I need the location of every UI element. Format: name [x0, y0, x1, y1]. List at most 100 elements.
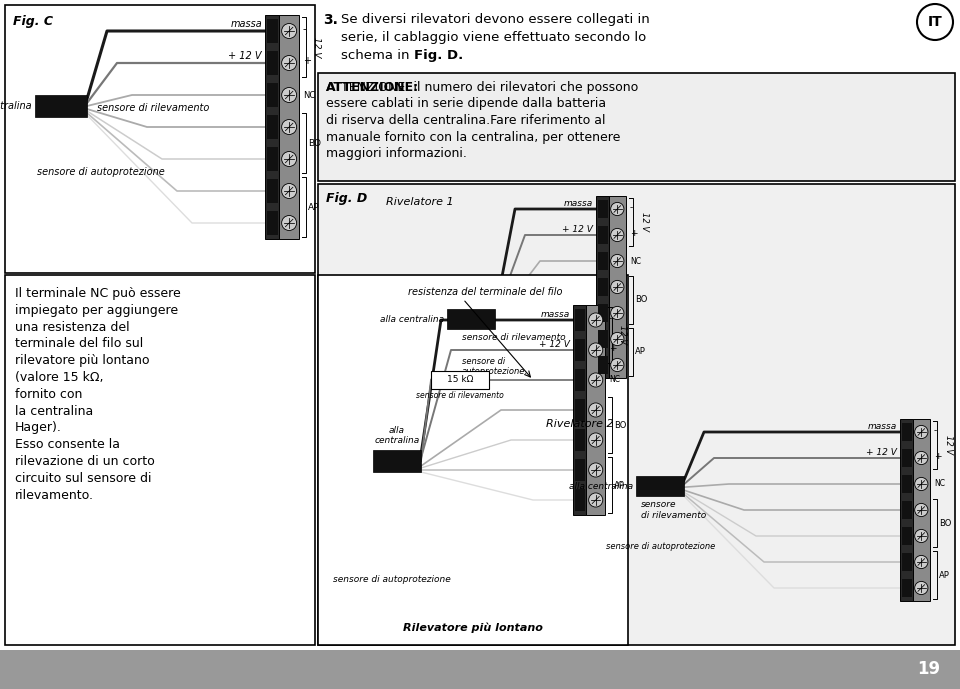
Circle shape [611, 358, 624, 371]
Text: -: - [630, 203, 634, 212]
Text: ATTENZIONE:: ATTENZIONE: [326, 81, 420, 94]
Text: +: + [630, 229, 637, 238]
Bar [279, 15, 299, 239]
Text: 15 kΩ: 15 kΩ [446, 376, 473, 384]
Text: sensore di
autoprotezione.: sensore di autoprotezione. [462, 357, 528, 376]
Bar [575, 459, 586, 481]
Circle shape [281, 119, 297, 134]
Bar [373, 450, 421, 472]
Circle shape [588, 313, 603, 327]
Text: BO: BO [635, 296, 647, 305]
Bar [598, 304, 608, 322]
Text: Fig. D: Fig. D [326, 192, 368, 205]
Bar [265, 15, 279, 239]
Circle shape [588, 373, 603, 387]
Text: ATTENZIONE: il numero dei rilevatori che possono
essere cablati in serie dipende: ATTENZIONE: il numero dei rilevatori che… [326, 81, 638, 160]
Text: alla
centralina: alla centralina [374, 426, 420, 445]
Circle shape [611, 307, 624, 320]
Text: 12 V: 12 V [944, 435, 952, 455]
Text: Rilevatore più lontano: Rilevatore più lontano [403, 622, 543, 633]
Text: massa: massa [230, 19, 262, 29]
Text: Fig. C: Fig. C [13, 15, 53, 28]
Text: +: + [934, 452, 942, 461]
Bar [267, 51, 278, 75]
Text: alla centralina: alla centralina [569, 482, 633, 491]
Text: Fig. D.: Fig. D. [414, 49, 464, 62]
Circle shape [588, 463, 603, 477]
Text: + 12 V: + 12 V [563, 225, 593, 234]
Bar [596, 196, 609, 378]
Bar [598, 226, 608, 244]
Circle shape [281, 216, 297, 231]
Text: AP: AP [635, 347, 646, 356]
Text: BO: BO [614, 420, 626, 429]
Text: alla centralina: alla centralina [0, 101, 32, 111]
Circle shape [281, 152, 297, 167]
Text: 19: 19 [917, 661, 940, 679]
Bar [598, 330, 608, 348]
Text: sensore di rilevamento: sensore di rilevamento [97, 103, 209, 113]
Text: -: - [934, 426, 937, 435]
Text: 12 V: 12 V [313, 37, 322, 57]
Text: sensore
di rilevamento: sensore di rilevamento [641, 500, 707, 520]
Circle shape [281, 88, 297, 103]
Bar [575, 429, 586, 451]
Bar [575, 339, 586, 361]
Bar [902, 553, 912, 571]
Text: NC: NC [630, 256, 641, 265]
Text: sensore di autoprotezione: sensore di autoprotezione [606, 542, 715, 551]
Text: 3.: 3. [323, 13, 338, 27]
Circle shape [588, 403, 603, 417]
Bar [5, 275, 315, 645]
Text: + 12 V: + 12 V [540, 340, 570, 349]
Bar [636, 476, 684, 496]
Bar [575, 369, 586, 391]
Text: Rivelatore 1: Rivelatore 1 [386, 197, 454, 207]
Bar [609, 196, 626, 378]
Circle shape [915, 504, 928, 517]
Text: sensore di rilevamento: sensore di rilevamento [462, 333, 565, 342]
Bar [902, 423, 912, 441]
Text: schema in: schema in [341, 49, 414, 62]
Bar [431, 371, 489, 389]
Bar [575, 309, 586, 331]
Bar [902, 475, 912, 493]
Circle shape [915, 582, 928, 595]
Text: Il terminale NC può essere
impiegato per aggiungere
una resistenza del
terminale: Il terminale NC può essere impiegato per… [15, 287, 180, 502]
Text: -: - [609, 314, 612, 323]
Text: +: + [303, 56, 311, 66]
Bar [35, 95, 87, 117]
Text: 12 V: 12 V [639, 212, 649, 232]
Bar [267, 211, 278, 235]
Circle shape [611, 254, 624, 267]
Bar [5, 5, 315, 273]
Bar [267, 19, 278, 43]
Text: sensore di rilevamento: sensore di rilevamento [416, 391, 504, 400]
Text: AP: AP [614, 480, 625, 489]
Circle shape [915, 555, 928, 568]
Circle shape [915, 425, 928, 439]
Bar [913, 419, 930, 601]
Bar [318, 73, 955, 181]
Text: NC: NC [303, 90, 315, 99]
Circle shape [611, 228, 624, 242]
Circle shape [915, 451, 928, 464]
Text: resistenza del terminale del filo: resistenza del terminale del filo [408, 287, 563, 297]
Text: AP: AP [308, 203, 320, 212]
Bar [447, 309, 495, 329]
Bar [902, 449, 912, 467]
Text: massa: massa [868, 422, 897, 431]
Text: BO: BO [308, 138, 321, 147]
Text: alla centralina: alla centralina [380, 314, 444, 324]
Bar [902, 579, 912, 597]
Bar [573, 305, 587, 515]
Text: massa: massa [540, 310, 570, 319]
Circle shape [588, 343, 603, 357]
Text: IT: IT [927, 15, 943, 29]
Bar [267, 179, 278, 203]
Circle shape [915, 477, 928, 491]
Circle shape [588, 493, 603, 507]
Text: NC: NC [609, 376, 620, 384]
Circle shape [917, 4, 953, 40]
Bar [900, 419, 913, 601]
